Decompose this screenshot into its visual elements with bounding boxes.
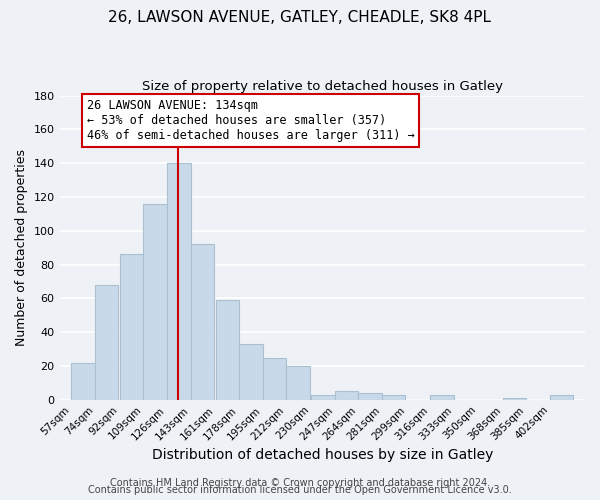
Bar [143,204,167,400]
Title: Size of property relative to detached houses in Gatley: Size of property relative to detached ho… [142,80,503,93]
Bar [167,163,191,400]
Bar [215,300,239,400]
Bar [71,362,95,400]
Bar [95,285,118,400]
Bar [120,254,143,400]
Bar [286,366,310,400]
Y-axis label: Number of detached properties: Number of detached properties [15,149,28,346]
Text: Contains HM Land Registry data © Crown copyright and database right 2024.: Contains HM Land Registry data © Crown c… [110,478,490,488]
Bar [430,395,454,400]
Bar [239,344,263,400]
Text: Contains public sector information licensed under the Open Government Licence v3: Contains public sector information licen… [88,485,512,495]
Bar [335,392,358,400]
X-axis label: Distribution of detached houses by size in Gatley: Distribution of detached houses by size … [152,448,493,462]
Text: 26 LAWSON AVENUE: 134sqm
← 53% of detached houses are smaller (357)
46% of semi-: 26 LAWSON AVENUE: 134sqm ← 53% of detach… [86,99,415,142]
Bar [191,244,214,400]
Bar [550,395,573,400]
Bar [358,393,382,400]
Bar [382,395,406,400]
Bar [263,358,286,400]
Text: 26, LAWSON AVENUE, GATLEY, CHEADLE, SK8 4PL: 26, LAWSON AVENUE, GATLEY, CHEADLE, SK8 … [109,10,491,25]
Bar [503,398,526,400]
Bar [311,395,335,400]
